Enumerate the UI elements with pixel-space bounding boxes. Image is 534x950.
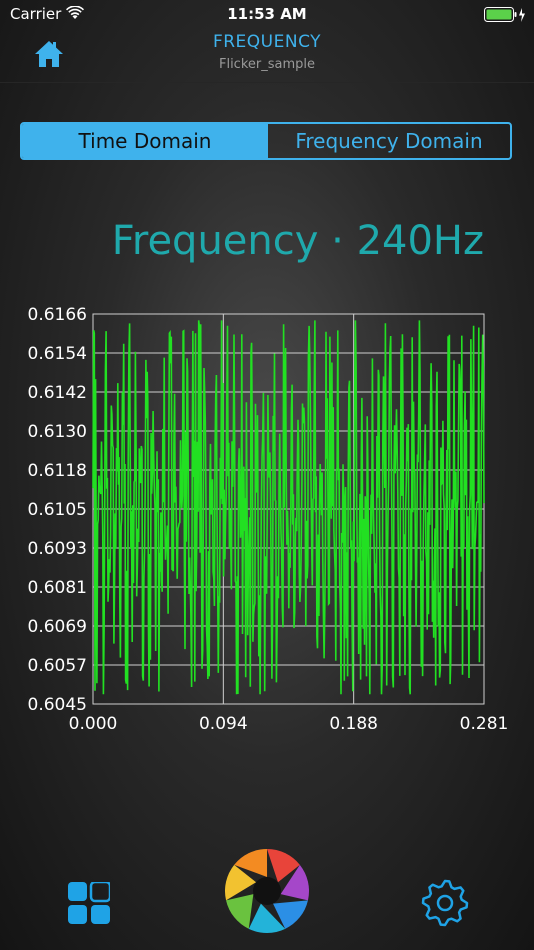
x-tick-label: 0.281 <box>460 714 509 734</box>
aperture-icon[interactable] <box>224 848 310 934</box>
status-time: 11:53 AM <box>227 5 307 23</box>
domain-segmented-control: Time Domain Frequency Domain <box>20 122 512 160</box>
x-tick-label: 0.094 <box>199 714 248 734</box>
y-tick-label: 0.6069 <box>28 617 87 637</box>
y-tick-label: 0.6154 <box>28 344 87 364</box>
signal-line <box>92 320 485 695</box>
home-icon[interactable] <box>34 40 64 68</box>
frequency-readout: Frequency · 240Hz <box>111 218 484 264</box>
status-carrier: Carrier <box>10 5 62 23</box>
bottom-toolbar <box>0 840 534 950</box>
y-tick-label: 0.6130 <box>28 422 87 442</box>
y-axis-ticks: 0.6166 0.6154 0.6142 0.6130 0.6118 0.6105 0.60… <box>28 305 87 715</box>
battery-icon <box>484 7 525 22</box>
y-tick-label: 0.6142 <box>28 383 87 403</box>
y-tick-label: 0.6118 <box>28 461 87 481</box>
x-tick-label: 0.000 <box>69 714 118 734</box>
signal-chart: 0.6166 0.6154 0.6142 0.6130 0.6118 0.6105 0.60… <box>28 305 509 734</box>
tab-time-domain[interactable]: Time Domain <box>22 124 268 158</box>
nav-header: FREQUENCY Flicker_sample <box>0 28 534 83</box>
page-title: FREQUENCY <box>212 32 322 52</box>
status-bar: Carrier 11:53 AM <box>0 0 534 28</box>
grid-icon[interactable] <box>68 882 110 924</box>
aperture-blade <box>248 903 286 933</box>
x-tick-label: 0.188 <box>329 714 378 734</box>
y-tick-label: 0.6057 <box>28 656 87 676</box>
y-tick-label: 0.6045 <box>28 695 87 715</box>
aperture-blade <box>280 864 309 901</box>
y-tick-label: 0.6081 <box>28 578 87 598</box>
page-subtitle: Flicker_sample <box>218 57 316 72</box>
aperture-blade <box>225 864 257 901</box>
aperture-blade <box>273 900 308 929</box>
tab-frequency-domain[interactable]: Frequency Domain <box>295 129 483 153</box>
x-axis-ticks: 0.000 0.094 0.188 0.281 <box>69 714 509 734</box>
aperture-blade <box>234 849 268 878</box>
gear-icon[interactable] <box>420 878 470 928</box>
aperture-blade <box>226 894 254 929</box>
y-tick-label: 0.6105 <box>28 500 87 520</box>
y-tick-label: 0.6166 <box>28 305 87 325</box>
wifi-icon <box>66 6 84 19</box>
y-tick-label: 0.6093 <box>28 539 87 559</box>
aperture-blade <box>267 849 300 883</box>
